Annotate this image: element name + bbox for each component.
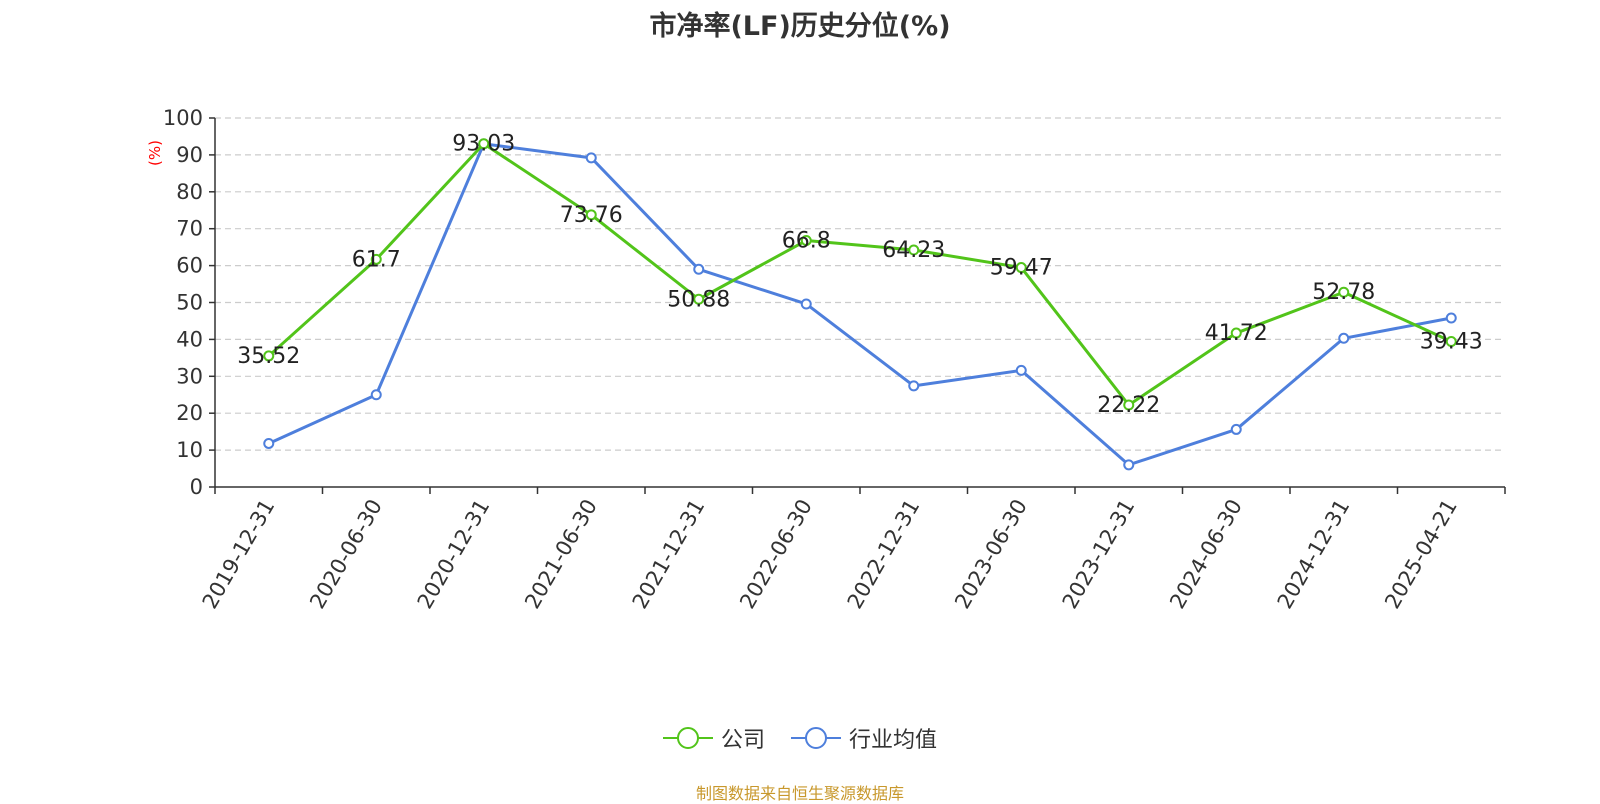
data-point [1338, 332, 1350, 344]
data-point [1445, 336, 1457, 348]
x-tick-label: 2022-06-30 [735, 495, 817, 613]
x-tick-label: 2025-04-21 [1380, 495, 1462, 613]
data-point [908, 380, 920, 392]
data-label: 59.47 [990, 256, 1053, 281]
series-line [268, 142, 1452, 467]
data-point [370, 253, 382, 265]
data-point [1445, 312, 1457, 324]
x-tick-label: 2023-06-30 [950, 495, 1032, 613]
data-point [1015, 262, 1027, 274]
x-tick-label: 2022-12-31 [843, 495, 925, 613]
data-label: 64.23 [882, 238, 945, 263]
grid-lines [215, 117, 1505, 451]
legend: 公司 行业均值 [0, 722, 1600, 754]
data-point [263, 437, 275, 449]
data-label: 50.88 [667, 287, 730, 312]
source-note: 制图数据来自恒生聚源数据库 [695, 784, 904, 803]
legend-item[interactable]: 行业均值 [791, 722, 937, 754]
chart-title: 市净率(LF)历史分位(%) [649, 11, 951, 42]
legend-item[interactable]: 公司 [662, 722, 765, 754]
data-label: 22.22 [1097, 393, 1160, 418]
data-labels: 35.52 61.7 93.03 73.76 50.88 66.8 64.23 59.47 22… [237, 132, 1482, 418]
data-point [1338, 286, 1350, 298]
x-tick-label: 2020-12-31 [413, 495, 495, 613]
series-lines [263, 138, 1457, 471]
data-point [1123, 459, 1135, 471]
data-point [693, 263, 705, 275]
data-point [263, 350, 275, 362]
legend-marker-icon [791, 727, 841, 749]
y-tick-label: 50 [176, 291, 203, 315]
x-tick-label: 2024-06-30 [1165, 495, 1247, 613]
y-tick-label: 10 [176, 438, 203, 462]
legend-label: 公司 [720, 728, 765, 753]
data-point [800, 235, 812, 247]
y-tick-label: 60 [176, 254, 203, 278]
data-label: 93.03 [452, 132, 515, 157]
data-point [693, 293, 705, 305]
data-point [1123, 399, 1135, 411]
data-point [585, 209, 597, 221]
x-tick-label: 2023-12-31 [1058, 495, 1140, 613]
data-point [478, 138, 490, 150]
y-tick-label: 70 [176, 217, 203, 241]
y-tick-label: 100 [163, 106, 203, 130]
x-tick-label: 2020-06-30 [305, 495, 387, 613]
data-point [1230, 423, 1242, 435]
axes: 0 10 20 30 40 50 60 70 80 90 100 2019-12-31 2020-06-… [163, 106, 1506, 613]
data-label: 35.52 [237, 344, 300, 369]
y-axis-label: (%) [146, 140, 164, 166]
x-tick-label: 2024-12-31 [1273, 495, 1355, 613]
x-tick-label: 2021-06-30 [520, 495, 602, 613]
legend-label: 行业均值 [849, 728, 938, 753]
y-tick-label: 0 [190, 475, 203, 499]
data-point [370, 389, 382, 401]
data-point [1015, 364, 1027, 376]
data-label: 52.78 [1312, 280, 1375, 305]
y-tick-label: 40 [176, 327, 203, 351]
x-tick-label: 2021-12-31 [628, 495, 710, 613]
data-label: 41.72 [1205, 321, 1268, 346]
legend-marker-icon [662, 727, 713, 749]
series-line [267, 142, 1452, 407]
data-label: 66.8 [782, 229, 831, 254]
y-tick-label: 30 [176, 364, 203, 388]
data-label: 73.76 [560, 203, 623, 228]
y-tick-label: 90 [176, 143, 203, 167]
y-tick-label: 20 [176, 401, 203, 425]
data-point [800, 298, 812, 310]
y-tick-label: 80 [176, 180, 203, 204]
x-tick-label: 2019-12-31 [198, 495, 280, 613]
data-point [585, 152, 597, 164]
data-point [1230, 327, 1242, 339]
data-point [908, 244, 920, 256]
data-label: 39.43 [1420, 330, 1483, 355]
data-label: 61.7 [352, 247, 401, 272]
